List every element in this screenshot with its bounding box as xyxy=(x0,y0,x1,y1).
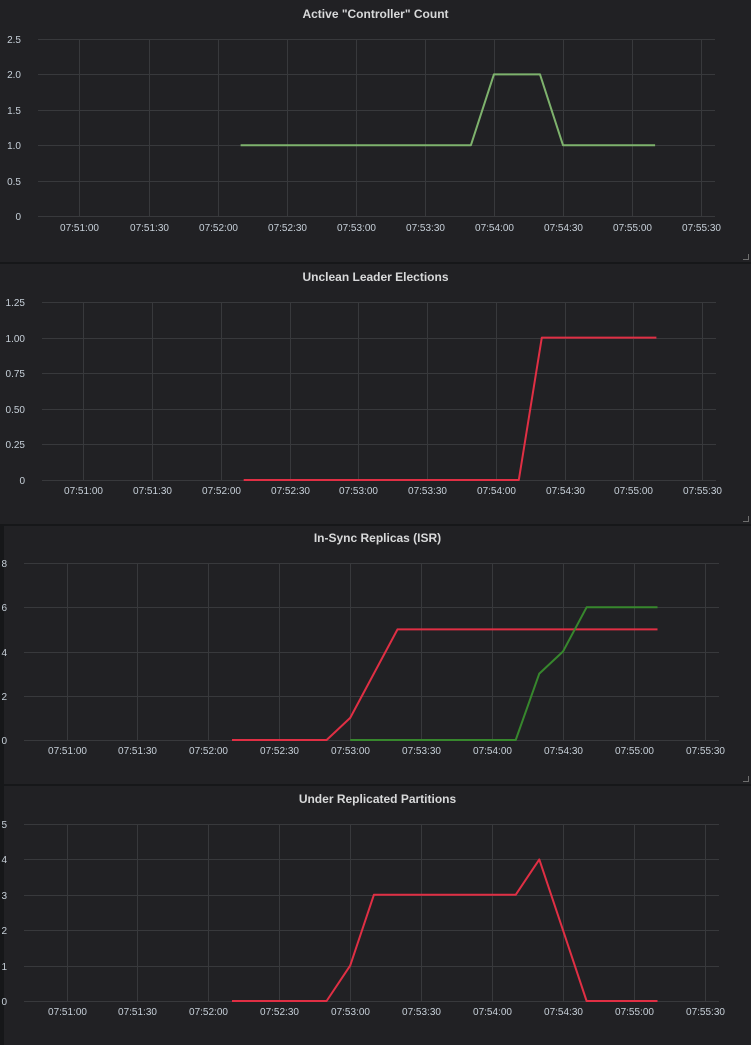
panel-unclean-leader-elections: Unclean Leader Elections 07:51:00 07:51:3… xyxy=(0,264,751,524)
x-tick-label: 07:52:30 xyxy=(260,1007,299,1018)
x-tick-label: 07:55:30 xyxy=(686,746,725,757)
chart-active-controller-count: 07:51:00 07:51:30 07:52:00 07:52:30 07:53:00… xyxy=(7,35,721,234)
x-tick-label: 07:53:00 xyxy=(339,486,378,497)
x-tick-label: 07:54:30 xyxy=(544,223,583,234)
y-tick-label: 2 xyxy=(1,692,7,703)
x-tick-label: 07:54:00 xyxy=(475,223,514,234)
y-tick-label: 0 xyxy=(1,997,7,1008)
x-tick-label: 07:52:00 xyxy=(189,746,228,757)
x-tick-label: 07:55:00 xyxy=(615,746,654,757)
x-tick-label: 07:55:30 xyxy=(683,486,722,497)
resize-handle[interactable] xyxy=(743,776,749,782)
x-tick-label: 07:51:30 xyxy=(118,746,157,757)
x-tick-label: 07:55:00 xyxy=(615,1007,654,1018)
panel-title[interactable]: Unclean Leader Elections xyxy=(302,270,449,284)
y-tick-label: 2.0 xyxy=(7,70,21,81)
x-tick-label: 07:54:00 xyxy=(473,1007,512,1018)
x-tick-label: 07:54:00 xyxy=(477,486,516,497)
panel-title[interactable]: Under Replicated Partitions xyxy=(298,792,457,806)
x-tick-label: 07:51:30 xyxy=(130,223,169,234)
x-tick-label: 07:51:00 xyxy=(64,486,103,497)
y-tick-label: 0.75 xyxy=(6,369,26,380)
x-tick-label: 07:54:30 xyxy=(544,1007,583,1018)
x-tick-label: 07:51:30 xyxy=(133,486,172,497)
y-tick-label: 1.00 xyxy=(6,334,26,345)
y-tick-label: 3 xyxy=(1,891,7,902)
x-tick-label: 07:54:30 xyxy=(544,746,583,757)
panel-under-replicated-partitions: Under Replicated Partitions 07:51:00 07:5… xyxy=(1,786,751,1045)
y-tick-label: 4 xyxy=(1,855,7,866)
y-tick-label: 0.50 xyxy=(6,405,26,416)
y-tick-label: 0 xyxy=(1,736,7,747)
y-tick-label: 2 xyxy=(1,926,7,937)
chart-in-sync-replicas: 07:51:00 07:51:30 07:52:00 07:52:30 07:53:00… xyxy=(1,559,725,757)
y-tick-label: 2.5 xyxy=(7,35,21,46)
y-tick-label: 6 xyxy=(1,603,7,614)
series-line[interactable] xyxy=(243,336,657,481)
chart-under-replicated-partitions: 07:51:00 07:51:30 07:52:00 07:52:30 07:53:00… xyxy=(1,820,725,1018)
series-line[interactable] xyxy=(350,606,658,741)
y-tick-label: 4 xyxy=(1,648,7,659)
x-tick-label: 07:55:30 xyxy=(686,1007,725,1018)
x-tick-label: 07:53:00 xyxy=(331,746,370,757)
x-tick-label: 07:53:00 xyxy=(331,1007,370,1018)
x-tick-label: 07:53:00 xyxy=(337,223,376,234)
panel-in-sync-replicas: In-Sync Replicas (ISR) 07:51:00 07:51:30 0… xyxy=(1,526,751,784)
x-tick-label: 07:52:00 xyxy=(189,1007,228,1018)
x-tick-label: 07:55:00 xyxy=(613,223,652,234)
chart-unclean-leader-elections: 07:51:00 07:51:30 07:52:00 07:52:30 07:53:00… xyxy=(6,298,723,497)
x-tick-label: 07:54:30 xyxy=(546,486,585,497)
x-tick-label: 07:52:30 xyxy=(268,223,307,234)
y-tick-label: 0.25 xyxy=(6,440,26,451)
x-tick-label: 07:52:30 xyxy=(271,486,310,497)
y-tick-label: 8 xyxy=(1,559,7,570)
x-tick-label: 07:53:30 xyxy=(402,746,441,757)
x-tick-label: 07:51:00 xyxy=(60,223,99,234)
y-tick-label: 0.5 xyxy=(7,177,21,188)
x-tick-label: 07:53:30 xyxy=(406,223,445,234)
x-tick-label: 07:55:00 xyxy=(614,486,653,497)
x-tick-label: 07:51:00 xyxy=(48,1007,87,1018)
panel-title[interactable]: Active "Controller" Count xyxy=(302,7,449,21)
panel-active-controller-count: Active "Controller" Count 07:51:00 07:51:… xyxy=(0,0,751,262)
series-line[interactable] xyxy=(240,73,656,147)
y-tick-label: 1.5 xyxy=(7,106,21,117)
x-tick-label: 07:53:30 xyxy=(408,486,447,497)
y-tick-label: 0 xyxy=(19,476,25,487)
x-tick-label: 07:54:00 xyxy=(473,746,512,757)
y-tick-label: 5 xyxy=(1,820,7,831)
y-tick-label: 1.25 xyxy=(6,298,26,309)
x-tick-label: 07:52:30 xyxy=(260,746,299,757)
y-tick-label: 0 xyxy=(15,212,21,223)
y-tick-label: 1.0 xyxy=(7,141,21,152)
x-tick-label: 07:52:00 xyxy=(199,223,238,234)
resize-handle[interactable] xyxy=(743,516,749,522)
resize-handle[interactable] xyxy=(743,254,749,260)
x-tick-label: 07:52:00 xyxy=(202,486,241,497)
x-tick-label: 07:53:30 xyxy=(402,1007,441,1018)
series-line[interactable] xyxy=(232,628,658,741)
y-tick-label: 1 xyxy=(1,962,7,973)
x-tick-label: 07:55:30 xyxy=(682,223,721,234)
x-tick-label: 07:51:00 xyxy=(48,746,87,757)
x-tick-label: 07:51:30 xyxy=(118,1007,157,1018)
series-line[interactable] xyxy=(232,858,658,1002)
panel-title[interactable]: In-Sync Replicas (ISR) xyxy=(313,531,442,545)
